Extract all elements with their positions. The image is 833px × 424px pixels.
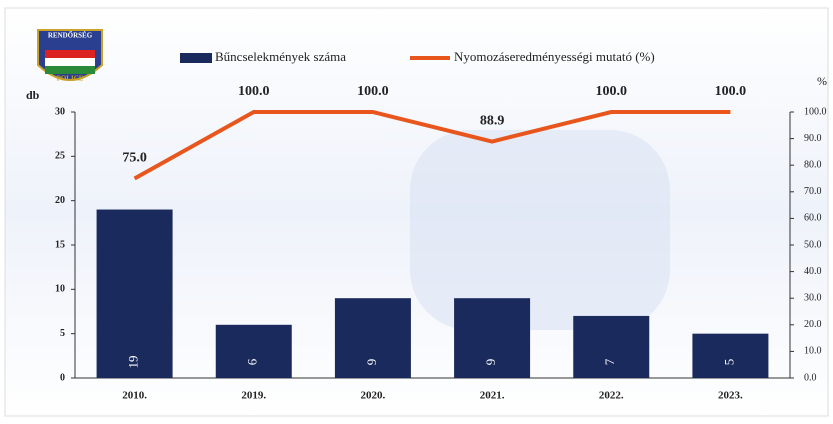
x-tick-label: 2023. [718, 390, 743, 402]
y-tick-label: 30 [55, 106, 65, 117]
logo-stripe [45, 58, 95, 66]
bar-value-label: 7 [602, 358, 617, 365]
x-tick-label: 2010. [122, 390, 147, 402]
bar [215, 324, 292, 378]
line [133, 110, 731, 181]
logo: RENDŐRSÉG POLICE [37, 29, 103, 83]
y2-tick-label: 0.0 [804, 372, 817, 383]
y2-tick-label: 90.0 [804, 133, 822, 144]
y2-tick-label: 40.0 [804, 266, 822, 277]
logo-stripe [45, 50, 95, 58]
y2-tick-label: 20.0 [804, 319, 822, 330]
y2-tick-label: 30.0 [804, 292, 822, 303]
y2-tick-label: 50.0 [804, 239, 822, 250]
y2-tick-label: 60.0 [804, 213, 822, 224]
bar [96, 209, 173, 378]
logo-stripe [45, 66, 95, 74]
line-value-label: 100.0 [596, 84, 628, 99]
y2-tick-label: 10.0 [804, 346, 822, 357]
line-value-label: 100.0 [715, 84, 747, 99]
y2-tick-label: 100.0 [804, 106, 827, 117]
bar [573, 315, 650, 378]
y-axis-label: db [26, 88, 40, 102]
building-backdrop [410, 130, 670, 330]
x-tick-label: 2019. [241, 390, 266, 402]
bar-value-label: 19 [126, 356, 141, 369]
y-tick-label: 15 [55, 239, 65, 250]
bar-value-label: 6 [245, 358, 260, 365]
y-tick-label: 10 [55, 284, 65, 295]
bar [692, 333, 769, 378]
line-value-label: 75.0 [122, 151, 147, 166]
line-value-label: 100.0 [357, 84, 389, 99]
x-tick-label: 2022. [599, 390, 624, 402]
bar [454, 298, 531, 378]
y2-axis-label: % [817, 74, 827, 88]
line-value-label: 100.0 [238, 84, 270, 99]
y-tick-label: 20 [55, 195, 65, 206]
y2-tick-label: 70.0 [804, 186, 822, 197]
x-tick-label: 2020. [361, 390, 386, 402]
y-tick-label: 25 [55, 151, 65, 162]
bar-value-label: 9 [483, 359, 498, 366]
logo-top-text: RENDŐRSÉG [48, 32, 93, 40]
y-tick-label: 5 [60, 328, 65, 339]
legend-swatch [180, 53, 212, 63]
y-tick-label: 0 [60, 372, 65, 383]
y2-tick-label: 80.0 [804, 159, 822, 170]
bar-value-label: 5 [721, 359, 736, 366]
legend-label: Nyomozáseredményességi mutató (%) [454, 49, 655, 64]
line-value-label: 88.9 [480, 114, 505, 129]
x-tick-label: 2021. [480, 390, 505, 402]
legend-label: Bűncselekmények száma [215, 49, 346, 64]
bar [334, 298, 411, 378]
bar-value-label: 9 [364, 359, 379, 366]
logo-bottom-text: POLICE [57, 75, 84, 83]
